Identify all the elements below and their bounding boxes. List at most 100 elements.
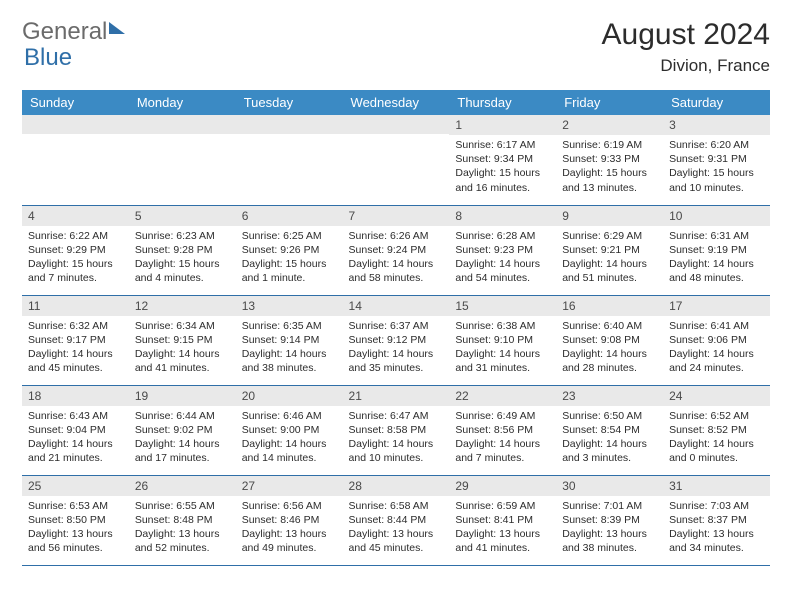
dow-header: Friday (556, 90, 663, 115)
calendar-day-cell: 28Sunrise: 6:58 AMSunset: 8:44 PMDayligh… (343, 475, 450, 565)
brand-line2: Blue (24, 44, 72, 72)
day-details: Sunrise: 6:32 AMSunset: 9:17 PMDaylight:… (22, 316, 129, 380)
day-number: 16 (556, 296, 663, 316)
sail-icon (109, 22, 125, 34)
calendar-body: 1Sunrise: 6:17 AMSunset: 9:34 PMDaylight… (22, 115, 770, 565)
calendar-day-cell: 6Sunrise: 6:25 AMSunset: 9:26 PMDaylight… (236, 205, 343, 295)
day-number: 24 (663, 386, 770, 406)
day-number: 10 (663, 206, 770, 226)
day-number: 1 (449, 115, 556, 135)
day-details: Sunrise: 6:43 AMSunset: 9:04 PMDaylight:… (22, 406, 129, 470)
day-details: Sunrise: 6:46 AMSunset: 9:00 PMDaylight:… (236, 406, 343, 470)
day-number: 3 (663, 115, 770, 135)
calendar-day-cell: 17Sunrise: 6:41 AMSunset: 9:06 PMDayligh… (663, 295, 770, 385)
empty-daynum (129, 115, 236, 134)
calendar-day-cell: 4Sunrise: 6:22 AMSunset: 9:29 PMDaylight… (22, 205, 129, 295)
day-number: 17 (663, 296, 770, 316)
day-number: 13 (236, 296, 343, 316)
month-title: August 2024 (602, 18, 770, 52)
calendar-day-cell: 3Sunrise: 6:20 AMSunset: 9:31 PMDaylight… (663, 115, 770, 205)
day-number: 25 (22, 476, 129, 496)
day-number: 15 (449, 296, 556, 316)
day-details: Sunrise: 6:55 AMSunset: 8:48 PMDaylight:… (129, 496, 236, 560)
empty-daynum (22, 115, 129, 134)
day-details: Sunrise: 6:29 AMSunset: 9:21 PMDaylight:… (556, 226, 663, 290)
calendar-day-cell: 19Sunrise: 6:44 AMSunset: 9:02 PMDayligh… (129, 385, 236, 475)
calendar-day-cell: 11Sunrise: 6:32 AMSunset: 9:17 PMDayligh… (22, 295, 129, 385)
brand-part2: Blue (24, 44, 72, 71)
day-number: 20 (236, 386, 343, 406)
dow-header: Tuesday (236, 90, 343, 115)
calendar-week-row: 18Sunrise: 6:43 AMSunset: 9:04 PMDayligh… (22, 385, 770, 475)
day-number: 18 (22, 386, 129, 406)
day-details: Sunrise: 6:52 AMSunset: 8:52 PMDaylight:… (663, 406, 770, 470)
day-details: Sunrise: 6:31 AMSunset: 9:19 PMDaylight:… (663, 226, 770, 290)
dow-header: Thursday (449, 90, 556, 115)
dow-header: Sunday (22, 90, 129, 115)
day-details: Sunrise: 6:35 AMSunset: 9:14 PMDaylight:… (236, 316, 343, 380)
calendar-day-cell (343, 115, 450, 205)
calendar-day-cell: 1Sunrise: 6:17 AMSunset: 9:34 PMDaylight… (449, 115, 556, 205)
day-number: 23 (556, 386, 663, 406)
day-number: 5 (129, 206, 236, 226)
calendar-day-cell: 8Sunrise: 6:28 AMSunset: 9:23 PMDaylight… (449, 205, 556, 295)
day-details: Sunrise: 6:22 AMSunset: 9:29 PMDaylight:… (22, 226, 129, 290)
day-number: 31 (663, 476, 770, 496)
day-details: Sunrise: 6:40 AMSunset: 9:08 PMDaylight:… (556, 316, 663, 380)
calendar-day-cell (22, 115, 129, 205)
day-number: 11 (22, 296, 129, 316)
day-number: 12 (129, 296, 236, 316)
dow-header: Monday (129, 90, 236, 115)
day-number: 6 (236, 206, 343, 226)
day-number: 26 (129, 476, 236, 496)
day-details: Sunrise: 6:44 AMSunset: 9:02 PMDaylight:… (129, 406, 236, 470)
calendar-day-cell: 27Sunrise: 6:56 AMSunset: 8:46 PMDayligh… (236, 475, 343, 565)
calendar-week-row: 11Sunrise: 6:32 AMSunset: 9:17 PMDayligh… (22, 295, 770, 385)
calendar-day-cell: 18Sunrise: 6:43 AMSunset: 9:04 PMDayligh… (22, 385, 129, 475)
empty-daynum (343, 115, 450, 134)
day-details: Sunrise: 6:25 AMSunset: 9:26 PMDaylight:… (236, 226, 343, 290)
day-number: 21 (343, 386, 450, 406)
day-number: 27 (236, 476, 343, 496)
calendar-day-cell: 23Sunrise: 6:50 AMSunset: 8:54 PMDayligh… (556, 385, 663, 475)
day-number: 14 (343, 296, 450, 316)
calendar-day-cell: 29Sunrise: 6:59 AMSunset: 8:41 PMDayligh… (449, 475, 556, 565)
page-header: General August 2024 Divion, France (22, 18, 770, 76)
location-label: Divion, France (602, 56, 770, 76)
day-details: Sunrise: 6:58 AMSunset: 8:44 PMDaylight:… (343, 496, 450, 560)
day-details: Sunrise: 6:17 AMSunset: 9:34 PMDaylight:… (449, 135, 556, 199)
day-number: 19 (129, 386, 236, 406)
calendar-week-row: 25Sunrise: 6:53 AMSunset: 8:50 PMDayligh… (22, 475, 770, 565)
calendar-week-row: 1Sunrise: 6:17 AMSunset: 9:34 PMDaylight… (22, 115, 770, 205)
day-number: 9 (556, 206, 663, 226)
calendar-day-cell (129, 115, 236, 205)
day-number: 2 (556, 115, 663, 135)
calendar-day-cell: 16Sunrise: 6:40 AMSunset: 9:08 PMDayligh… (556, 295, 663, 385)
calendar-day-cell: 30Sunrise: 7:01 AMSunset: 8:39 PMDayligh… (556, 475, 663, 565)
calendar-day-cell: 12Sunrise: 6:34 AMSunset: 9:15 PMDayligh… (129, 295, 236, 385)
calendar-day-cell: 31Sunrise: 7:03 AMSunset: 8:37 PMDayligh… (663, 475, 770, 565)
calendar-day-cell: 9Sunrise: 6:29 AMSunset: 9:21 PMDaylight… (556, 205, 663, 295)
calendar-day-cell: 5Sunrise: 6:23 AMSunset: 9:28 PMDaylight… (129, 205, 236, 295)
calendar-week-row: 4Sunrise: 6:22 AMSunset: 9:29 PMDaylight… (22, 205, 770, 295)
empty-daynum (236, 115, 343, 134)
calendar-day-cell (236, 115, 343, 205)
day-details: Sunrise: 6:34 AMSunset: 9:15 PMDaylight:… (129, 316, 236, 380)
calendar-header-row: SundayMondayTuesdayWednesdayThursdayFrid… (22, 90, 770, 115)
day-details: Sunrise: 6:20 AMSunset: 9:31 PMDaylight:… (663, 135, 770, 199)
day-details: Sunrise: 6:26 AMSunset: 9:24 PMDaylight:… (343, 226, 450, 290)
day-number: 22 (449, 386, 556, 406)
day-details: Sunrise: 6:28 AMSunset: 9:23 PMDaylight:… (449, 226, 556, 290)
calendar-day-cell: 7Sunrise: 6:26 AMSunset: 9:24 PMDaylight… (343, 205, 450, 295)
calendar-page: General August 2024 Divion, France Blue … (0, 0, 792, 612)
calendar-table: SundayMondayTuesdayWednesdayThursdayFrid… (22, 90, 770, 566)
day-details: Sunrise: 6:56 AMSunset: 8:46 PMDaylight:… (236, 496, 343, 560)
day-details: Sunrise: 6:19 AMSunset: 9:33 PMDaylight:… (556, 135, 663, 199)
day-number: 30 (556, 476, 663, 496)
day-details: Sunrise: 7:01 AMSunset: 8:39 PMDaylight:… (556, 496, 663, 560)
day-details: Sunrise: 6:38 AMSunset: 9:10 PMDaylight:… (449, 316, 556, 380)
day-details: Sunrise: 6:59 AMSunset: 8:41 PMDaylight:… (449, 496, 556, 560)
day-details: Sunrise: 6:23 AMSunset: 9:28 PMDaylight:… (129, 226, 236, 290)
dow-header: Wednesday (343, 90, 450, 115)
brand-part1: General (22, 18, 107, 46)
